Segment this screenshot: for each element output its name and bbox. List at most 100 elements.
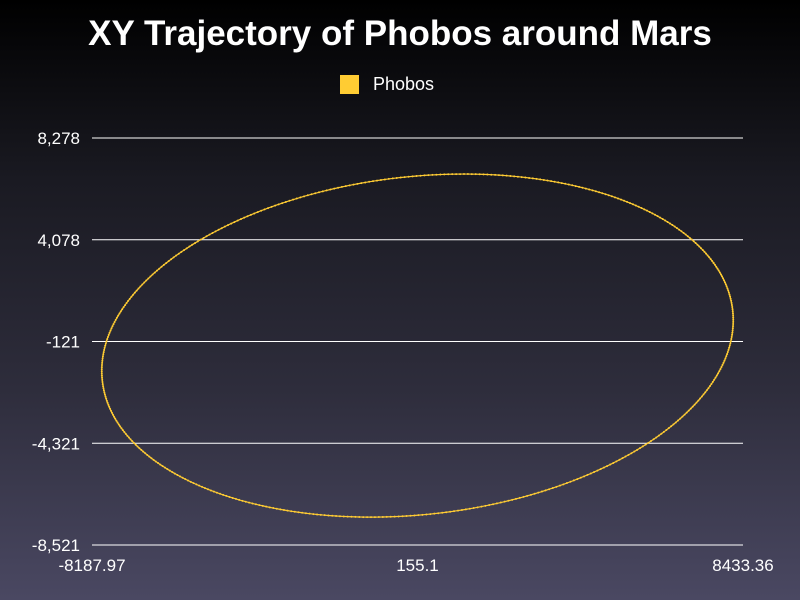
phobos-point: [115, 316, 118, 319]
phobos-point: [540, 490, 543, 493]
phobos-point: [360, 182, 363, 185]
phobos-point: [560, 182, 563, 185]
phobos-point: [149, 275, 152, 278]
phobos-point: [133, 291, 136, 294]
phobos-point: [674, 421, 677, 424]
phobos-point: [656, 215, 659, 218]
phobos-point: [366, 516, 369, 519]
phobos-point: [684, 233, 687, 236]
phobos-point: [120, 427, 123, 430]
phobos-point: [571, 184, 574, 187]
phobos-point: [161, 465, 164, 468]
phobos-point: [528, 176, 531, 179]
phobos-point: [198, 484, 201, 487]
phobos-point: [258, 504, 261, 507]
phobos-point: [293, 510, 296, 513]
phobos-point: [327, 514, 330, 517]
phobos-point: [445, 511, 448, 514]
phobos-point: [165, 262, 168, 264]
phobos-point: [553, 180, 556, 183]
phobos-point: [109, 409, 112, 412]
x-tick-label: -8187.97: [58, 556, 125, 575]
phobos-point: [132, 441, 135, 444]
phobos-point: [110, 411, 113, 414]
phobos-point: [574, 185, 577, 188]
phobos-point: [731, 331, 734, 334]
phobos-point: [331, 514, 334, 517]
phobos-point: [606, 465, 609, 468]
phobos-point: [170, 258, 173, 261]
phobos-point: [183, 249, 186, 252]
phobos-point: [187, 479, 189, 482]
phobos-point: [722, 361, 725, 364]
phobos-point: [721, 363, 724, 366]
phobos-point: [310, 193, 313, 196]
phobos-point: [507, 499, 510, 502]
phobos-point: [230, 222, 233, 225]
phobos-point: [732, 318, 735, 321]
phobos-point: [185, 247, 188, 250]
phobos-point: [526, 494, 529, 497]
phobos-point: [168, 469, 171, 472]
phobos-point: [407, 175, 410, 178]
phobos-point: [679, 417, 682, 420]
phobos-point: [661, 218, 664, 221]
x-tick-label: 8433.36: [712, 556, 773, 575]
phobos-point: [362, 516, 365, 519]
phobos-point: [104, 395, 107, 398]
phobos-point: [678, 228, 681, 231]
phobos-point: [277, 203, 280, 206]
phobos-point: [246, 215, 249, 218]
phobos-point: [705, 389, 708, 392]
phobos-point: [728, 293, 731, 296]
phobos-point: [615, 460, 618, 463]
y-tick-label: -4,321: [32, 434, 80, 453]
phobos-point: [151, 273, 154, 276]
phobos-point: [261, 504, 264, 507]
phobos-point: [671, 224, 674, 227]
phobos-point: [713, 378, 716, 381]
phobos-point: [101, 359, 104, 362]
phobos-point: [102, 387, 105, 390]
phobos-point: [731, 327, 734, 330]
phobos-point: [640, 207, 643, 210]
phobos-point: [613, 196, 616, 199]
phobos-point: [466, 173, 469, 176]
phobos-point: [490, 173, 493, 176]
phobos-point: [333, 187, 336, 190]
phobos-point: [101, 376, 104, 379]
phobos-point: [409, 514, 412, 517]
phobos-point: [130, 295, 133, 298]
phobos-point: [180, 250, 183, 253]
phobos-point: [630, 452, 633, 455]
phobos-point: [125, 301, 128, 304]
phobos-point: [162, 263, 165, 266]
phobos-point: [732, 316, 735, 319]
phobos-point: [338, 515, 341, 518]
phobos-point: [383, 178, 386, 181]
phobos-point: [441, 511, 444, 514]
phobos-point: [316, 513, 319, 516]
phobos-point: [270, 205, 273, 208]
phobos-point: [522, 495, 525, 498]
phobos-point: [263, 208, 266, 211]
phobos-point: [202, 236, 205, 239]
phobos-point: [102, 389, 105, 392]
phobos-point: [726, 287, 729, 290]
phobos-point: [455, 173, 458, 176]
phobos-point: [254, 503, 257, 506]
phobos-point: [314, 192, 317, 195]
phobos-point: [372, 180, 375, 183]
phobos-point: [215, 491, 218, 494]
phobos-point: [138, 447, 141, 450]
phobos-point: [238, 498, 241, 501]
phobos-point: [102, 385, 105, 388]
phobos-point: [700, 395, 703, 398]
phobos-point: [319, 513, 322, 516]
phobos-point: [101, 378, 104, 381]
phobos-point: [134, 443, 137, 446]
phobos-point: [268, 506, 271, 509]
phobos-point: [667, 427, 670, 430]
phobos-point: [501, 174, 504, 177]
y-tick-label: 8,278: [37, 129, 80, 148]
